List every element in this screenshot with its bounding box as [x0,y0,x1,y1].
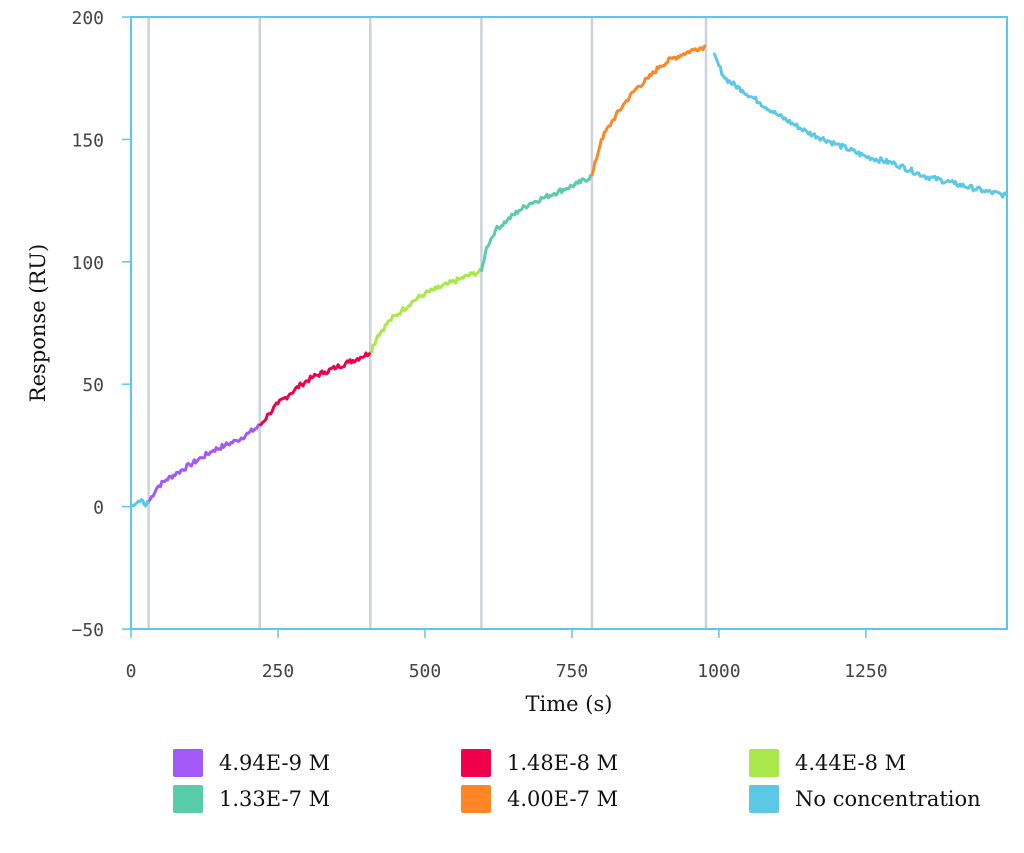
y-tick-label: 50 [82,375,104,396]
legend-item-series-5[interactable]: 4.00E-7 M [461,782,618,816]
injection-markers [147,17,708,629]
series-line-1 [147,423,261,503]
x-tick-label: 0 [126,661,137,682]
legend-item-series-1[interactable]: 4.94E-9 M [173,746,330,780]
legend-item-series-2[interactable]: 1.48E-8 M [461,746,618,780]
y-axis-title: Response (RU) [26,244,50,402]
y-tick-label: 0 [93,498,104,519]
series-line-6-part-2 [712,52,1009,199]
legend-swatch [173,785,203,813]
series-line-5 [590,44,707,177]
y-tick-label: 200 [71,8,104,29]
x-axis-title: Time (s) [526,692,613,716]
series-line-2 [258,351,372,427]
x-tick-label: 1250 [844,661,887,682]
y-tick-label: 100 [71,253,104,274]
legend-item-series-4[interactable]: 1.33E-7 M [173,782,330,816]
legend-swatch [461,785,491,813]
x-tick-label: 750 [556,661,589,682]
x-tick-label: 500 [409,661,442,682]
legend-label: 1.33E-7 M [219,787,331,811]
legend-swatch [749,749,779,777]
series-group [129,44,1009,508]
y-tick-label: −50 [71,620,104,641]
legend-label: 4.00E-7 M [507,787,619,811]
legend-swatch [749,785,779,813]
series-line-3 [369,267,483,354]
plot-frame [130,16,1008,630]
legend-swatch [461,749,491,777]
legend-label: 1.48E-8 M [507,751,619,775]
legend-item-series-3[interactable]: 4.44E-8 M [749,746,906,780]
series-line-4 [479,174,593,272]
x-tick-label: 250 [262,661,295,682]
legend: 4.94E-9 M 1.48E-8 M 4.44E-8 M 1.33E-7 M … [0,744,1024,824]
legend-swatch [173,749,203,777]
legend-label: 4.94E-9 M [219,751,331,775]
y-tick-label: 150 [71,130,104,151]
y-axis-ticks: −50 0 50 100 150 200 [71,8,131,641]
x-tick-label: 1000 [697,661,740,682]
legend-item-series-6[interactable]: No concentration [749,782,981,816]
x-axis-ticks: 0 250 500 750 1000 1250 [126,629,888,682]
series-line-6-part-1 [129,498,150,508]
legend-label: 4.44E-8 M [795,751,907,775]
legend-label: No concentration [795,787,981,811]
